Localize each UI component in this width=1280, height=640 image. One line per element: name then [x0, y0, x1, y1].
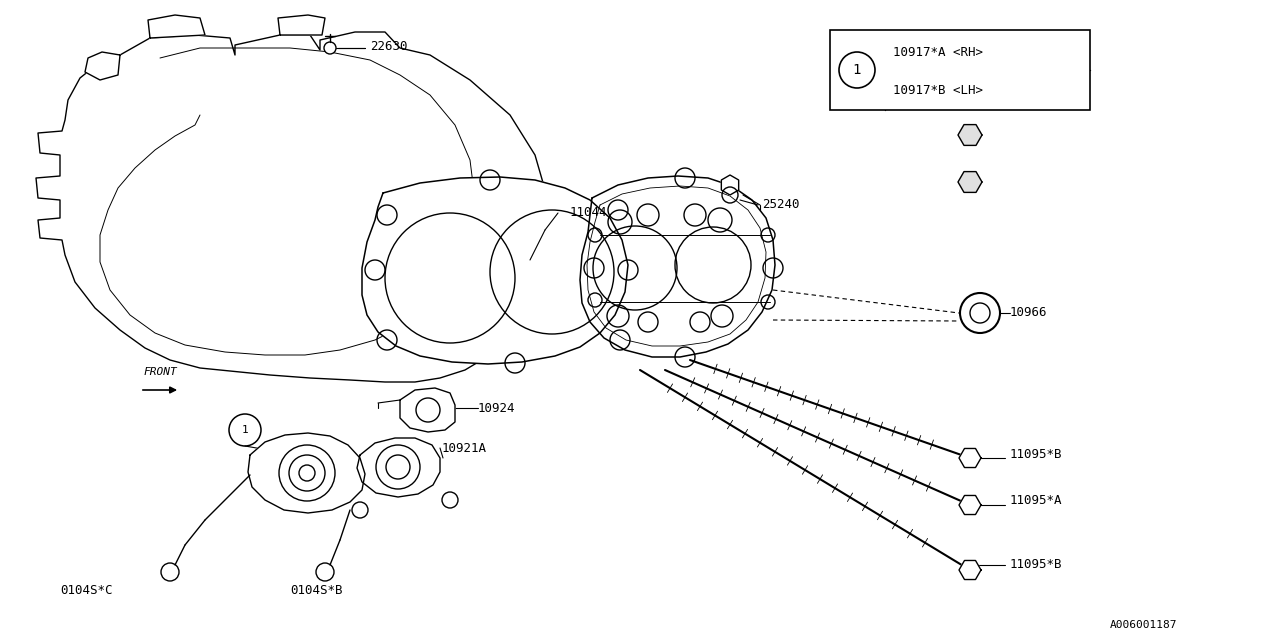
Polygon shape	[36, 32, 548, 382]
Text: 11095*B: 11095*B	[1010, 559, 1062, 572]
Text: 0104S*C: 0104S*C	[60, 584, 113, 596]
Text: 0104S*B: 0104S*B	[291, 584, 343, 596]
Polygon shape	[959, 449, 980, 468]
Text: 11095*A: 11095*A	[1010, 493, 1062, 506]
Text: 10966: 10966	[1010, 307, 1047, 319]
Polygon shape	[84, 52, 120, 80]
Text: 10917*B <LH>: 10917*B <LH>	[893, 83, 983, 97]
Polygon shape	[362, 177, 628, 364]
Circle shape	[324, 42, 335, 54]
Text: 10917*A <RH>: 10917*A <RH>	[893, 46, 983, 59]
Text: 10921A: 10921A	[442, 442, 486, 454]
Bar	[829, 30, 1091, 110]
Polygon shape	[399, 388, 454, 432]
Polygon shape	[957, 125, 982, 145]
Text: 1: 1	[242, 425, 248, 435]
Text: 10924: 10924	[477, 401, 516, 415]
Text: 25240: 25240	[762, 198, 800, 211]
Polygon shape	[722, 175, 739, 195]
Text: 22630: 22630	[370, 40, 407, 54]
Polygon shape	[580, 176, 774, 357]
Text: A006001187: A006001187	[1110, 620, 1178, 630]
Polygon shape	[148, 15, 205, 38]
Polygon shape	[248, 433, 365, 513]
Text: 11044: 11044	[570, 207, 608, 220]
Text: 11095*B: 11095*B	[1010, 449, 1062, 461]
Polygon shape	[959, 495, 980, 515]
Text: FRONT: FRONT	[143, 367, 177, 377]
Polygon shape	[957, 172, 982, 193]
Text: 1: 1	[852, 63, 861, 77]
Polygon shape	[278, 15, 325, 35]
Polygon shape	[957, 60, 982, 81]
Polygon shape	[959, 561, 980, 580]
Polygon shape	[357, 438, 440, 497]
